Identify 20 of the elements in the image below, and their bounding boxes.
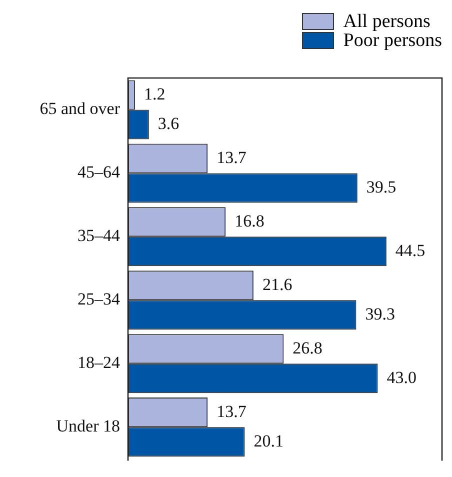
- data-label: 39.3: [365, 304, 395, 324]
- data-label: 13.7: [216, 402, 247, 421]
- y-tick-label: 45–64: [78, 162, 120, 182]
- data-label: 44.5: [395, 240, 426, 260]
- data-label: 1.2: [144, 84, 166, 104]
- y-tick-label: Under 18: [56, 416, 120, 436]
- legend-label: Poor persons: [343, 30, 442, 51]
- data-label: 20.1: [254, 431, 284, 450]
- y-tick-label: 35–44: [78, 226, 120, 246]
- legend-label: All persons: [343, 11, 430, 32]
- data-label: 43.0: [386, 368, 416, 387]
- y-tick-label: 25–34: [78, 290, 120, 309]
- data-label: 26.8: [292, 338, 322, 358]
- data-label: 39.5: [366, 177, 396, 196]
- y-tick-label: 65 and over: [40, 99, 120, 118]
- data-label: 3.6: [158, 114, 180, 133]
- y-tick-label: 18–24: [78, 353, 120, 372]
- data-label: 13.7: [216, 148, 247, 167]
- data-label: 21.6: [262, 274, 292, 294]
- data-label: 16.8: [234, 211, 264, 230]
